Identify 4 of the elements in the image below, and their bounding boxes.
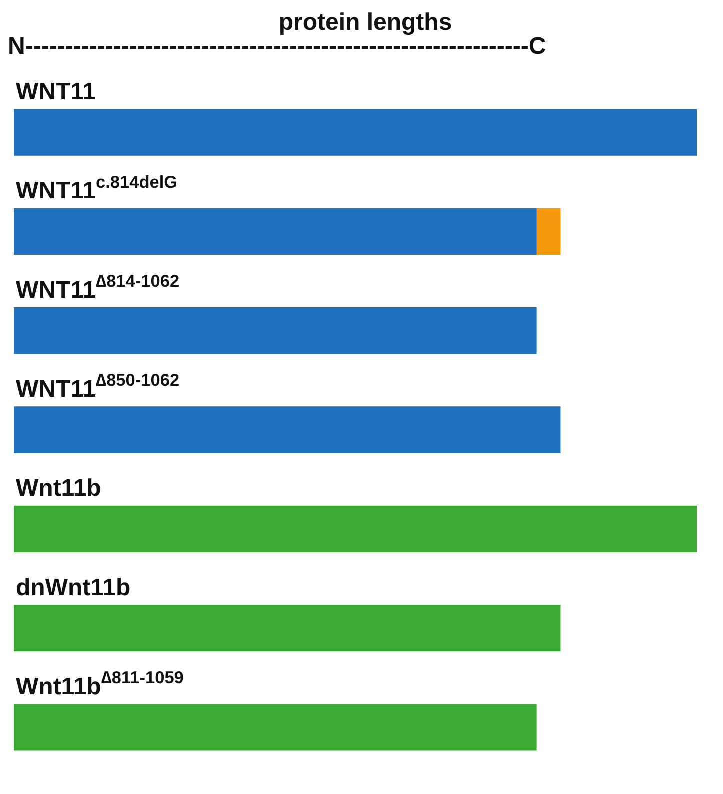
y-tick-label: WNT11 [16,78,96,106]
y-tick-label: dnWnt11b [16,574,131,602]
y-tick-label: Wnt11b [16,475,102,502]
chart-title: protein lengths [278,9,452,36]
